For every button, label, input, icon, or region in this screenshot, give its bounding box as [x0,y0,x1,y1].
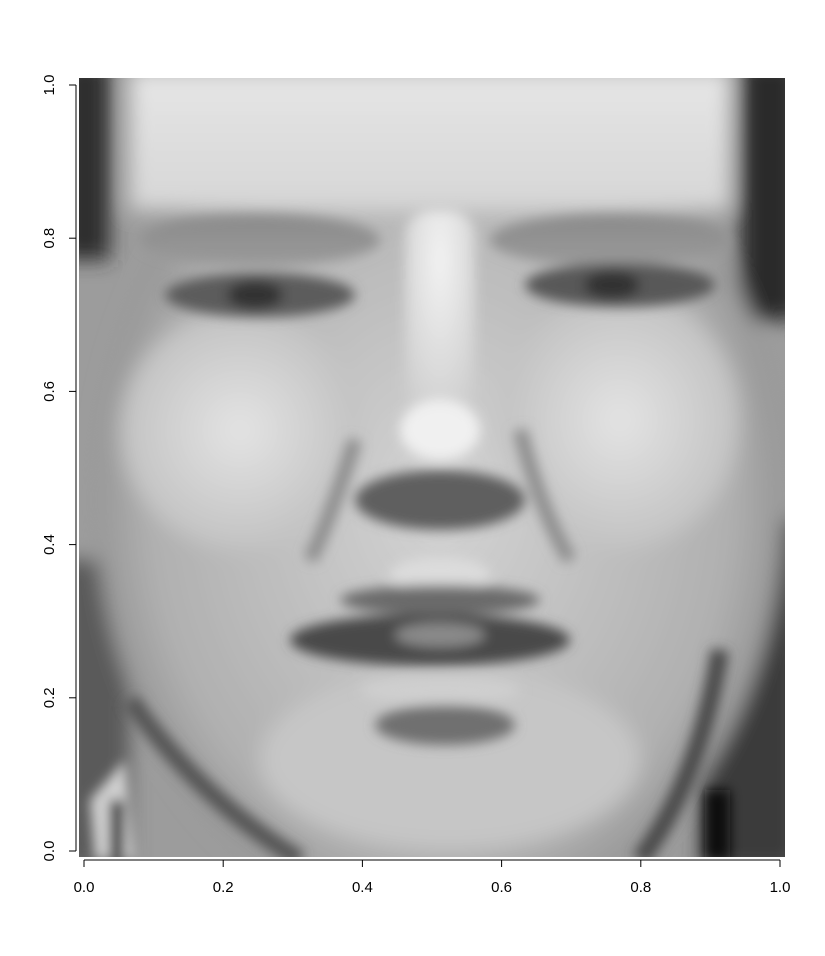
lower-lip-highlight [360,676,520,704]
y-axis: 0.0 0.2 0.4 0.6 0.8 1.0 [41,75,77,862]
face-features [79,78,785,857]
left-nasolabial-line [303,437,362,564]
x-tick-label: 0.8 [630,879,651,896]
x-tick-label: 0.2 [213,879,234,896]
right-pupil [584,271,640,299]
y-tick-label: 0.0 [41,841,58,862]
upper-lip-highlight [390,557,490,593]
right-nasolabial-line [513,428,577,564]
lower-lip-shadow [375,705,515,745]
left-cheek [120,310,360,550]
forehead-region [130,78,730,210]
upper-lip [340,585,540,615]
nose-tip-highlight [400,400,480,460]
y-tick-label: 0.2 [41,687,58,708]
right-hair-region [740,78,785,320]
collar-shadow-left [110,800,124,857]
nostrils [355,470,525,530]
right-brow [490,214,730,266]
x-tick-label: 0.6 [491,879,512,896]
face-image [79,78,785,857]
y-tick-label: 0.4 [41,534,58,555]
right-cheek [500,290,740,550]
x-tick-label: 0.4 [352,879,373,896]
left-jaw-line [122,694,305,857]
left-hair-region [79,78,110,260]
collar-shadow-right [705,790,730,857]
y-tick-label: 0.8 [41,228,58,249]
y-tick-label: 0.6 [41,381,58,402]
x-tick-label: 1.0 [770,879,791,896]
nose-bridge [405,210,475,460]
teeth [395,623,485,647]
left-brow [140,214,380,266]
x-axis: 0.0 0.2 0.4 0.6 0.8 1.0 [74,859,791,896]
left-pupil [227,281,283,309]
y-tick-label: 1.0 [41,75,58,96]
x-tick-label: 0.0 [74,879,95,896]
face-details [90,210,730,857]
right-jaw-line [632,648,729,857]
chin-region [260,670,640,850]
